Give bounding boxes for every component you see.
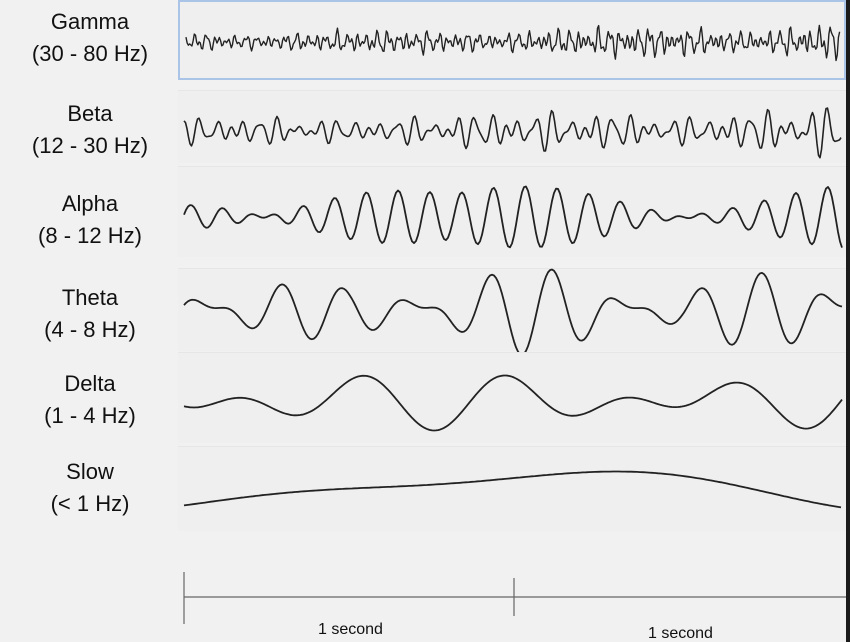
label-gamma: Gamma (30 - 80 Hz)	[0, 6, 180, 70]
label-beta: Beta (12 - 30 Hz)	[0, 98, 180, 162]
band-range: (12 - 30 Hz)	[31, 133, 149, 158]
delta-waveform	[183, 374, 843, 432]
panel-slow[interactable]	[178, 446, 846, 531]
alpha-trace	[183, 185, 843, 249]
band-range: (30 - 80 Hz)	[31, 41, 149, 66]
band-name: Beta	[67, 101, 113, 126]
panel-gamma[interactable]	[178, 0, 846, 80]
panel-theta[interactable]	[178, 268, 846, 356]
gamma-trace	[185, 24, 841, 62]
band-range: (4 - 8 Hz)	[44, 317, 136, 342]
scale-label-second: 1 second	[648, 625, 713, 642]
slow-waveform	[183, 470, 842, 509]
band-range: (8 - 12 Hz)	[38, 223, 142, 248]
beta-trace	[183, 107, 842, 159]
panel-delta[interactable]	[178, 352, 846, 443]
delta-trace	[183, 374, 843, 432]
band-name: Theta	[61, 285, 119, 310]
theta-waveform	[183, 268, 843, 356]
band-name: Delta	[64, 371, 116, 396]
label-alpha: Alpha (8 - 12 Hz)	[0, 188, 180, 252]
band-range: (< 1 Hz)	[50, 491, 130, 516]
band-name: Gamma	[50, 9, 130, 34]
scale-label-first: 1 second	[318, 621, 383, 638]
band-range: (1 - 4 Hz)	[44, 403, 136, 428]
label-theta: Theta (4 - 8 Hz)	[0, 282, 180, 346]
gamma-waveform	[185, 24, 841, 62]
time-scale: 1 second 1 second	[183, 572, 846, 642]
slow-trace	[183, 470, 842, 509]
theta-trace	[183, 268, 843, 356]
alpha-waveform	[183, 185, 843, 249]
panel-beta[interactable]	[178, 90, 846, 163]
panel-alpha[interactable]	[178, 166, 846, 257]
band-name: Slow	[66, 459, 114, 484]
label-slow: Slow (< 1 Hz)	[0, 456, 180, 520]
beta-waveform	[183, 107, 842, 159]
label-delta: Delta (1 - 4 Hz)	[0, 368, 180, 432]
band-name: Alpha	[61, 191, 119, 216]
